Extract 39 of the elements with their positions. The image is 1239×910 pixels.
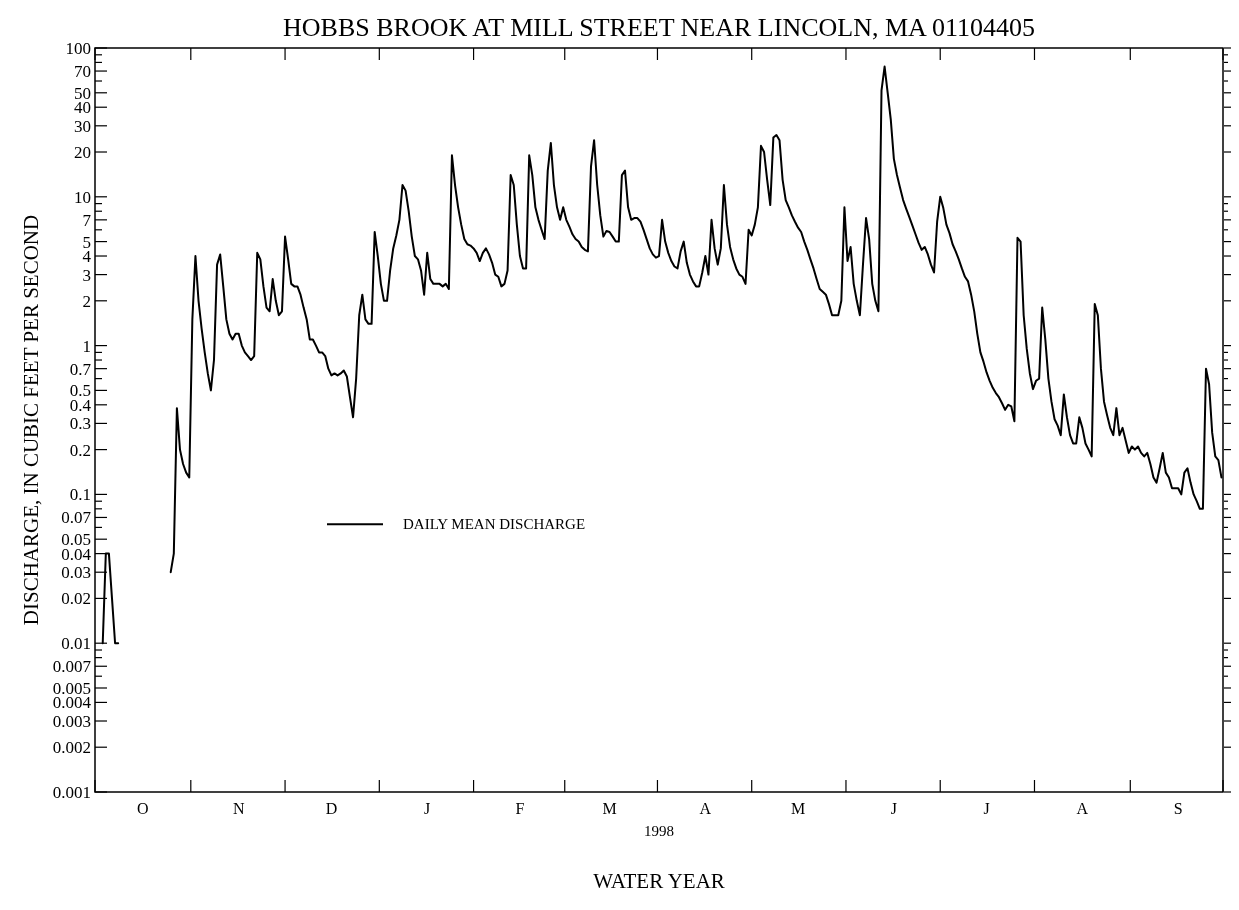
y-tick-label: 0.01 — [61, 634, 91, 654]
y-tick-label: 0.02 — [61, 589, 91, 609]
y-axis-title: DISCHARGE, IN CUBIC FEET PER SECOND — [19, 214, 43, 626]
y-tick-label: 30 — [74, 116, 91, 136]
y-tick-label: 1 — [82, 336, 91, 356]
y-tick-label: 0.03 — [61, 563, 91, 583]
x-tick-label: A — [699, 800, 712, 817]
y-tick-label: 2 — [82, 291, 91, 311]
x-tick-label: D — [325, 800, 338, 817]
legend-label: DAILY MEAN DISCHARGE — [403, 516, 586, 533]
x-tick-label: J — [983, 800, 990, 817]
chart-title: HOBBS BROOK AT MILL STREET NEAR LINCOLN, MA 01104405 — [283, 13, 1035, 42]
y-tick-label: 70 — [74, 62, 91, 81]
x-tick-label: O — [137, 800, 149, 817]
x-tick-label: J — [890, 800, 897, 817]
y-tick-label: 0.2 — [69, 440, 91, 460]
y-tick-label: 0.1 — [69, 485, 91, 505]
x-tick-label: M — [790, 800, 806, 817]
y-tick-label: 0.002 — [52, 738, 91, 758]
y-tick-label: 0.007 — [52, 657, 92, 677]
y-tick-label: 0.003 — [52, 711, 91, 731]
x-tick-label: S — [1173, 800, 1183, 817]
x-tick-label: A — [1076, 800, 1089, 817]
x-tick-label: J — [424, 800, 431, 817]
y-tick-label: 0.001 — [52, 782, 91, 802]
x-tick-label: F — [515, 800, 525, 817]
y-tick-label: 7 — [82, 210, 92, 230]
y-tick-label: 20 — [74, 142, 91, 162]
x-axis-title: WATER YEAR — [593, 869, 725, 893]
y-tick-label: 0.07 — [61, 508, 92, 528]
text: 1998 — [644, 823, 674, 839]
x-tick-label: N — [232, 800, 245, 817]
y-tick-label: 5 — [82, 232, 91, 252]
y-tick-label: 3 — [82, 265, 91, 285]
y-tick-label: 0.7 — [69, 359, 92, 379]
y-tick-label: 10 — [74, 187, 91, 207]
x-tick-label: M — [602, 800, 617, 817]
y-tick-label: 100 — [65, 38, 91, 58]
y-tick-label: 0.3 — [69, 414, 91, 434]
